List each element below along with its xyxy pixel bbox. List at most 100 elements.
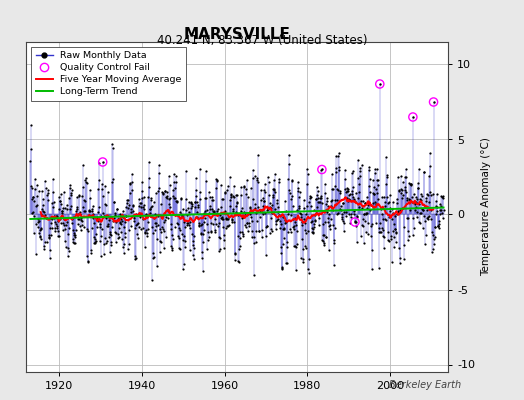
Point (323, 208, 332, 215)
Point (205, 210, 213, 216)
Point (376, 228, 384, 235)
Point (84, 228, 92, 234)
Point (124, 245, 133, 252)
Point (26, 158, 35, 164)
Point (371, 166, 379, 172)
Point (137, 226, 145, 232)
Point (225, 222, 233, 228)
Point (56, 198, 64, 204)
Point (434, 223, 443, 229)
Point (107, 242, 115, 248)
Point (368, 177, 377, 184)
Point (245, 211, 254, 218)
Point (264, 206, 272, 212)
Point (237, 191, 245, 198)
Point (235, 258, 243, 265)
Point (288, 178, 296, 184)
Point (341, 176, 349, 182)
Point (341, 166, 349, 173)
Point (293, 184, 302, 191)
Point (110, 199, 118, 205)
Point (151, 220, 160, 226)
Point (141, 244, 149, 250)
Point (174, 221, 182, 227)
Point (330, 262, 339, 269)
Point (399, 205, 408, 211)
Point (295, 202, 303, 209)
Point (85, 194, 94, 201)
Point (90, 240, 99, 246)
Point (172, 179, 180, 186)
Point (63, 219, 71, 225)
Point (410, 206, 419, 213)
Point (30, 230, 38, 236)
Point (395, 187, 403, 193)
Point (90, 234, 99, 240)
Point (438, 194, 446, 200)
Point (344, 188, 352, 194)
Point (316, 166, 325, 173)
Point (296, 205, 304, 211)
Point (243, 220, 252, 227)
Point (428, 249, 436, 256)
Point (285, 186, 293, 193)
Point (328, 171, 336, 177)
Point (363, 210, 372, 216)
Point (223, 187, 231, 193)
Point (121, 219, 129, 226)
Point (407, 181, 416, 187)
Point (280, 198, 289, 204)
Point (203, 246, 212, 252)
Point (333, 186, 341, 192)
Point (291, 243, 300, 249)
Point (132, 211, 140, 218)
Point (213, 207, 222, 214)
Point (42, 238, 51, 245)
Point (415, 200, 423, 207)
Point (264, 205, 272, 211)
Point (379, 234, 388, 240)
Point (161, 234, 170, 240)
Point (170, 179, 178, 185)
Point (120, 224, 128, 230)
Point (157, 214, 166, 220)
Point (241, 210, 249, 216)
Point (221, 189, 230, 196)
Point (278, 265, 287, 271)
Point (299, 246, 308, 252)
Point (339, 200, 347, 206)
Point (149, 254, 158, 261)
Point (359, 211, 368, 217)
Point (376, 220, 385, 226)
Point (101, 201, 110, 208)
Point (152, 236, 161, 242)
Point (152, 190, 160, 197)
Point (430, 224, 439, 230)
Point (222, 225, 231, 232)
Point (368, 220, 376, 227)
Point (276, 225, 284, 232)
Point (232, 203, 240, 210)
Point (185, 247, 194, 253)
Point (293, 207, 302, 213)
Point (432, 203, 441, 209)
Point (125, 202, 134, 208)
Point (335, 167, 344, 174)
Point (258, 211, 267, 218)
Point (206, 194, 214, 200)
Point (325, 222, 334, 229)
Point (208, 197, 216, 203)
Point (331, 197, 339, 204)
Point (34, 218, 42, 225)
Point (198, 248, 206, 255)
Point (343, 188, 351, 194)
Point (201, 194, 210, 201)
Point (392, 200, 401, 206)
Point (193, 198, 201, 205)
Point (95, 177, 103, 184)
Point (321, 190, 329, 196)
Point (228, 216, 236, 222)
Point (166, 195, 174, 202)
Point (194, 220, 203, 226)
Point (430, 236, 439, 242)
